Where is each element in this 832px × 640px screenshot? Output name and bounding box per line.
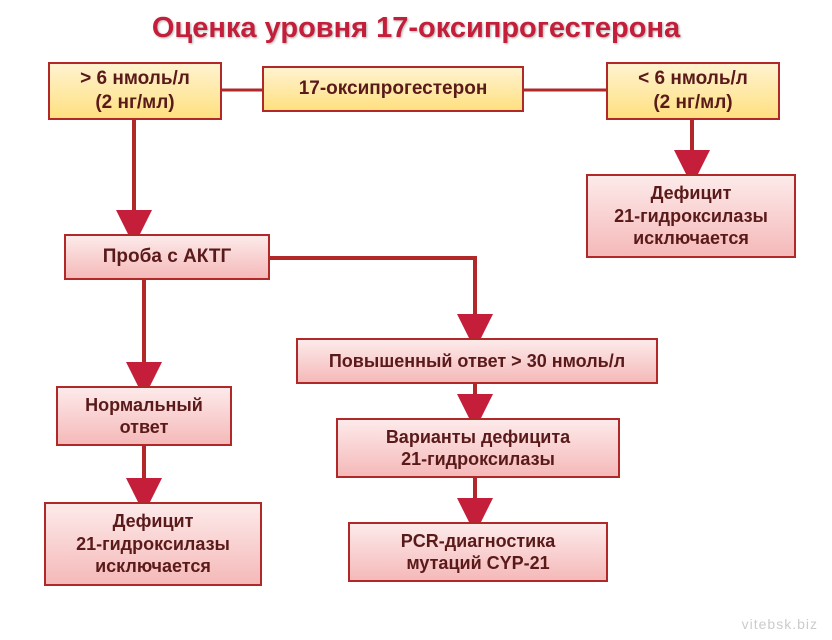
node-def21_left-line1: Дефицит [113, 510, 194, 533]
node-aktg: Проба с АКТГ [64, 234, 270, 280]
node-pcr-line2: мутаций CYP-21 [406, 552, 549, 575]
node-high-line2: (2 нг/мл) [95, 91, 174, 115]
node-pcr: PCR-диагностикамутаций CYP-21 [348, 522, 608, 582]
node-center: 17-оксипрогестерон [262, 66, 524, 112]
node-high: > 6 нмоль/л(2 нг/мл) [48, 62, 222, 120]
node-high-line1: > 6 нмоль/л [80, 67, 190, 91]
node-low-line1: < 6 нмоль/л [638, 67, 748, 91]
node-low: < 6 нмоль/л(2 нг/мл) [606, 62, 780, 120]
node-variants-line1: Варианты дефицита [386, 426, 570, 449]
node-center-line1: 17-оксипрогестерон [299, 77, 488, 101]
node-def21_left-line3: исключается [95, 555, 211, 578]
watermark: vitebsk.biz [742, 616, 818, 632]
edge-6 [270, 258, 475, 338]
node-def21_right-line3: исключается [633, 227, 749, 250]
node-def21_right-line2: 21-гидроксилазы [614, 205, 768, 228]
node-aktg-line1: Проба с АКТГ [103, 245, 231, 269]
node-elevated: Повышенный ответ > 30 нмоль/л [296, 338, 658, 384]
node-def21_left: Дефицит21-гидроксилазыисключается [44, 502, 262, 586]
chart-title: Оценка уровня 17-оксипрогестерона [0, 12, 832, 45]
node-def21_right: Дефицит21-гидроксилазыисключается [586, 174, 796, 258]
node-low-line2: (2 нг/мл) [653, 91, 732, 115]
node-def21_right-line1: Дефицит [651, 182, 732, 205]
node-pcr-line1: PCR-диагностика [401, 530, 556, 553]
node-normal-line2: ответ [120, 416, 169, 439]
node-def21_left-line2: 21-гидроксилазы [76, 533, 230, 556]
node-elevated-line1: Повышенный ответ > 30 нмоль/л [329, 350, 625, 373]
node-normal-line1: Нормальный [85, 394, 203, 417]
node-variants: Варианты дефицита21-гидроксилазы [336, 418, 620, 478]
node-normal: Нормальныйответ [56, 386, 232, 446]
node-variants-line2: 21-гидроксилазы [401, 448, 555, 471]
